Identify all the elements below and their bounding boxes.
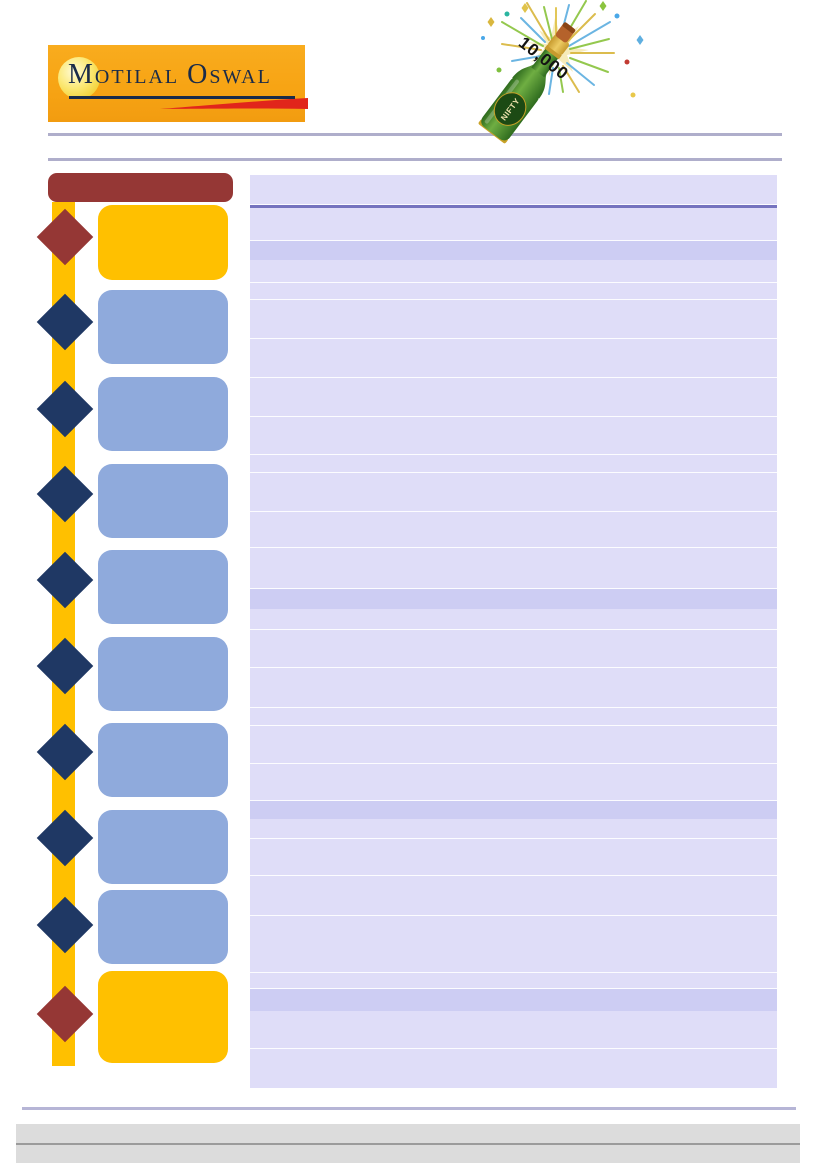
timeline-diamond-10: [36, 985, 94, 1043]
panel-row: [250, 548, 777, 589]
panel-row: [250, 339, 777, 378]
panel-row: [250, 916, 777, 973]
timeline-box-4: [98, 464, 228, 538]
panel-row: [250, 764, 777, 801]
panel-row: [250, 726, 777, 764]
panel-row: [250, 1049, 777, 1088]
panel-row: [250, 473, 777, 512]
logo-underline: [69, 96, 295, 99]
panel-highlight-row: [250, 589, 777, 609]
timeline-header-bar: [48, 173, 233, 202]
timeline-diamond-4: [36, 465, 94, 523]
timeline-box-2: [98, 290, 228, 364]
timeline-box-10: [98, 971, 228, 1063]
timeline-box-5: [98, 550, 228, 624]
brand-initial: M: [68, 59, 95, 90]
panel-row: [250, 455, 777, 473]
confetti-icon: [481, 1, 644, 98]
panel-row: [250, 609, 777, 630]
timeline-diamond-7: [36, 723, 94, 781]
panel-row: [250, 283, 777, 300]
panel-rule: [250, 205, 777, 208]
header-rule-bottom: [48, 158, 782, 161]
timeline-box-3: [98, 377, 228, 451]
footer-bar: [16, 1124, 800, 1163]
panel-row: [250, 819, 777, 839]
footer-rule: [22, 1107, 796, 1110]
panel-highlight-row: [250, 989, 777, 1011]
panel-row: [250, 839, 777, 876]
timeline-diamond-1: [36, 208, 94, 266]
panel-row: [250, 512, 777, 548]
panel-row: [250, 708, 777, 726]
timeline-box-8: [98, 810, 228, 884]
header-rule-top: [48, 133, 782, 136]
panel-row: [250, 876, 777, 916]
timeline-diamond-8: [36, 809, 94, 867]
logo-swoosh-icon: [160, 98, 308, 109]
motilal-oswal-logo: MOTILAL OSWAL: [48, 45, 308, 122]
logo-sun-icon: [58, 57, 100, 99]
timeline-box-1: [98, 205, 228, 280]
brand-name: MOTILAL OSWAL: [68, 59, 272, 90]
timeline-box-7: [98, 723, 228, 797]
timeline-diamond-2: [36, 293, 94, 351]
timeline-diamond-9: [36, 896, 94, 954]
panel-row: [250, 417, 777, 455]
panel-row: [250, 260, 777, 283]
nifty-celebration-graphic: NIFTY 10,000: [478, 0, 644, 144]
panel-row: [250, 630, 777, 668]
timeline-box-9: [98, 890, 228, 964]
panel-row: [250, 208, 777, 241]
cork-icon: [555, 22, 576, 43]
footer-divider: [16, 1143, 800, 1145]
timeline-diamond-6: [36, 637, 94, 695]
panel-row: [250, 378, 777, 417]
panel-row: [250, 300, 777, 339]
timeline-box-6: [98, 637, 228, 711]
timeline-diamond-3: [36, 380, 94, 438]
panel-row: [250, 1011, 777, 1049]
timeline-diamond-5: [36, 551, 94, 609]
content-panel: [250, 175, 777, 1088]
panel-highlight-row: [250, 241, 777, 260]
panel-row: [250, 668, 777, 708]
panel-highlight-row: [250, 801, 777, 819]
panel-row: [250, 973, 777, 989]
bottle-label-patch: [493, 92, 527, 126]
panel-row: [250, 175, 777, 205]
